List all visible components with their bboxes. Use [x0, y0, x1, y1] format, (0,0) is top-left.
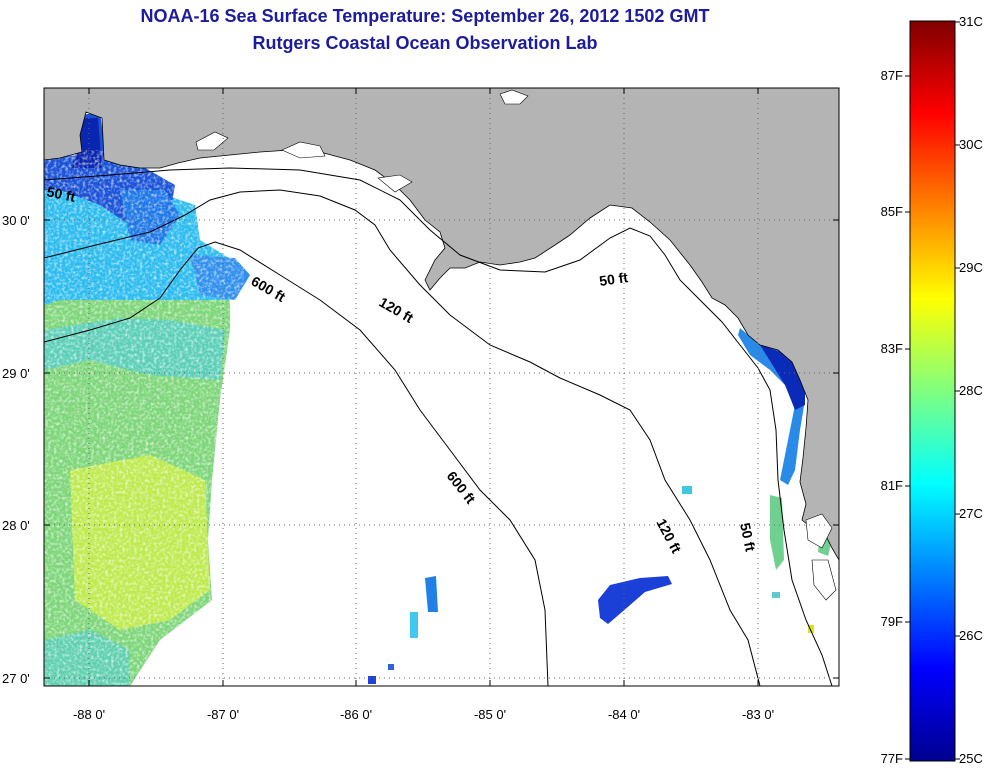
fahrenheit-label: 85F — [881, 204, 903, 219]
map-frame — [43, 87, 840, 687]
lat-tick-label: 28 0' — [2, 518, 30, 533]
map-title: NOAA-16 Sea Surface Temperature: Septemb… — [140, 6, 710, 26]
lon-tick-label: -84 0' — [608, 707, 640, 722]
lon-tick-label: -86 0' — [340, 707, 372, 722]
depth-contours — [44, 167, 833, 686]
celsius-label: 26C — [959, 628, 983, 643]
fahrenheit-label: 81F — [881, 478, 903, 493]
lat-tick-label: 30 0' — [2, 213, 30, 228]
celsius-label: 29C — [959, 260, 983, 275]
celsius-label: 31C — [959, 14, 983, 29]
contour-label: 50 ft — [45, 183, 77, 205]
contour-label: 50 ft — [598, 269, 629, 289]
fahrenheit-label: 77F — [881, 751, 903, 766]
temperature-colorbar: 31C 30C 29C 28C 27C 26C 25C 87F 85F 83F … — [881, 14, 983, 766]
celsius-label: 30C — [959, 137, 983, 152]
frame-ticks — [44, 88, 839, 686]
lon-tick-label: -85 0' — [474, 707, 506, 722]
fahrenheit-label: 79F — [881, 614, 903, 629]
fahrenheit-label: 87F — [881, 68, 903, 83]
land-mass — [44, 88, 839, 561]
lat-tick-label: 29 0' — [2, 366, 30, 381]
map-subtitle: Rutgers Coastal Ocean Observation Lab — [252, 33, 598, 53]
celsius-label: 27C — [959, 506, 983, 521]
lon-tick-label: -87 0' — [207, 707, 239, 722]
celsius-label: 25C — [959, 751, 983, 766]
lat-tick-label: 27 0' — [2, 671, 30, 686]
fahrenheit-label: 83F — [881, 341, 903, 356]
lon-tick-label: -88 0' — [73, 707, 105, 722]
lon-tick-label: -83 0' — [742, 707, 774, 722]
celsius-label: 28C — [959, 383, 983, 398]
contour-label: 50 ft — [737, 521, 759, 553]
